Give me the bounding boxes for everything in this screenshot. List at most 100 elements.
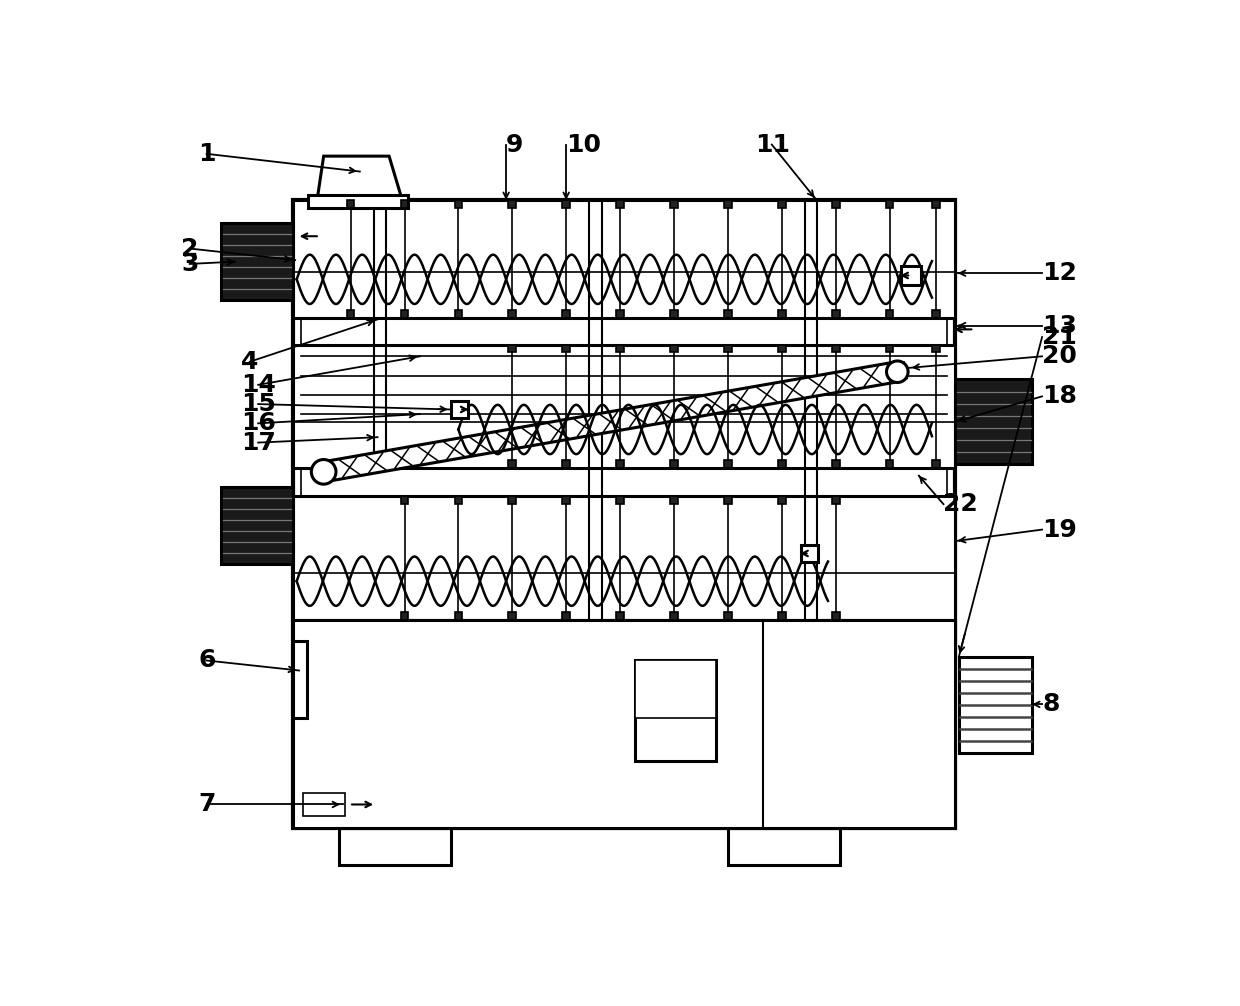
Bar [724, 497, 732, 504]
Bar [293, 641, 306, 718]
Bar [563, 345, 570, 352]
Bar [309, 195, 408, 207]
Text: 8: 8 [1042, 692, 1059, 716]
Bar [221, 487, 293, 564]
Bar [832, 497, 839, 504]
Bar [801, 545, 818, 562]
Bar [932, 461, 940, 468]
Bar [885, 200, 894, 207]
Bar [293, 620, 955, 689]
Bar [450, 401, 467, 417]
Bar [616, 345, 624, 352]
Circle shape [887, 361, 908, 382]
Text: 2: 2 [181, 236, 198, 261]
Text: 15: 15 [242, 392, 277, 416]
Bar [303, 793, 345, 816]
Bar [777, 200, 786, 207]
Bar [616, 461, 624, 468]
Bar [401, 497, 408, 504]
Bar [932, 200, 940, 207]
Bar [563, 497, 570, 504]
Bar [347, 310, 355, 318]
Text: 1: 1 [198, 142, 216, 166]
Bar [620, 620, 801, 654]
Text: 3: 3 [181, 252, 198, 276]
Bar [670, 461, 678, 468]
Bar [221, 223, 293, 300]
Bar [293, 345, 955, 468]
Bar [347, 200, 355, 207]
Bar [401, 310, 408, 318]
Bar [777, 497, 786, 504]
Bar [455, 200, 463, 207]
Text: 21: 21 [1042, 325, 1076, 349]
Bar [777, 345, 786, 352]
Bar [339, 828, 450, 864]
Bar [832, 310, 839, 318]
Bar [508, 310, 516, 318]
Bar [620, 620, 801, 689]
Bar [724, 345, 732, 352]
Bar [670, 612, 678, 620]
Bar [293, 200, 955, 318]
Text: 13: 13 [1042, 314, 1076, 338]
Bar [670, 200, 678, 207]
Bar [616, 497, 624, 504]
Bar [832, 612, 839, 620]
Bar [563, 200, 570, 207]
Text: 17: 17 [242, 431, 277, 455]
Bar [455, 310, 463, 318]
Bar [508, 345, 516, 352]
Bar [455, 612, 463, 620]
Text: 20: 20 [1042, 344, 1076, 368]
Bar [885, 310, 894, 318]
Bar [932, 310, 940, 318]
Text: 11: 11 [755, 133, 790, 157]
Bar [955, 379, 1032, 464]
Text: 16: 16 [242, 411, 277, 436]
Bar [616, 310, 624, 318]
Bar [885, 345, 894, 352]
Text: 19: 19 [1042, 518, 1076, 541]
Bar [563, 461, 570, 468]
Bar [635, 661, 717, 761]
Bar [401, 612, 408, 620]
Text: 4: 4 [242, 350, 259, 374]
Bar [832, 345, 839, 352]
Bar [724, 310, 732, 318]
Bar [563, 612, 570, 620]
Bar [455, 497, 463, 504]
Bar [728, 828, 839, 864]
Bar [670, 497, 678, 504]
Circle shape [311, 460, 336, 484]
Bar [724, 612, 732, 620]
Text: 10: 10 [567, 133, 601, 157]
Bar [832, 200, 839, 207]
Bar [508, 612, 516, 620]
Text: 9: 9 [506, 133, 523, 157]
Bar [670, 345, 678, 352]
Text: 14: 14 [242, 373, 277, 396]
Bar [959, 657, 1032, 752]
Bar [508, 200, 516, 207]
Bar [508, 497, 516, 504]
Bar [508, 461, 516, 468]
Bar [670, 310, 678, 318]
Text: 12: 12 [1042, 262, 1076, 285]
Polygon shape [322, 362, 899, 482]
Bar [885, 461, 894, 468]
Text: 18: 18 [1042, 384, 1076, 408]
Text: 7: 7 [198, 793, 216, 817]
Bar [293, 497, 955, 620]
Bar [724, 461, 732, 468]
Bar [901, 267, 921, 285]
Bar [777, 612, 786, 620]
Bar [777, 310, 786, 318]
Bar [635, 661, 717, 718]
Bar [401, 200, 408, 207]
Bar [563, 310, 570, 318]
Text: 6: 6 [198, 649, 216, 672]
Bar [293, 620, 955, 828]
Bar [616, 612, 624, 620]
Polygon shape [316, 156, 404, 207]
